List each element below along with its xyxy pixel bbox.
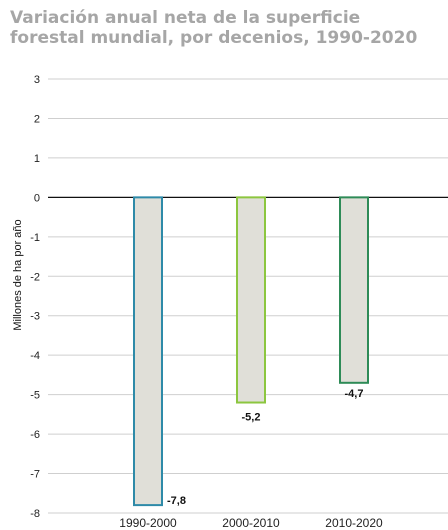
y-axis-label: Millones de ha por año (12, 219, 24, 330)
category-label: 2010-2020 (325, 516, 383, 530)
bars (133, 196, 369, 507)
y-tick-label: -7 (30, 469, 40, 481)
y-tick-label: -5 (30, 390, 40, 402)
y-tick-label: -6 (30, 429, 40, 441)
data-label: -7,8 (167, 495, 186, 507)
y-tick-label: -3 (30, 311, 40, 323)
y-tick-label: -4 (30, 350, 40, 362)
gridlines (48, 78, 448, 514)
y-tick-label: -8 (30, 508, 40, 520)
bar (133, 196, 163, 507)
bar (236, 196, 266, 404)
y-tick-label: 2 (34, 113, 40, 125)
category-label: 1990-2000 (119, 516, 177, 530)
data-label: -4,7 (345, 388, 364, 400)
data-label: -5,2 (242, 412, 261, 424)
y-tick-labels: 3 2 1 0 -1 -2 -3 -4 -5 -6 -7 -8 (30, 74, 40, 520)
y-tick-label: 1 (34, 153, 40, 165)
y-tick-label: -2 (30, 271, 40, 283)
bar (339, 196, 369, 384)
y-tick-label: 3 (34, 74, 40, 86)
category-label: 2000-2010 (222, 516, 280, 530)
data-labels: -7,8 -5,2 -4,7 (167, 388, 363, 507)
chart-title: Variación anual neta de la superficie fo… (10, 8, 418, 48)
y-tick-label: 0 (34, 192, 40, 204)
category-labels: 1990-2000 2000-2010 2010-2020 (119, 516, 383, 530)
y-tick-label: -1 (30, 232, 40, 244)
